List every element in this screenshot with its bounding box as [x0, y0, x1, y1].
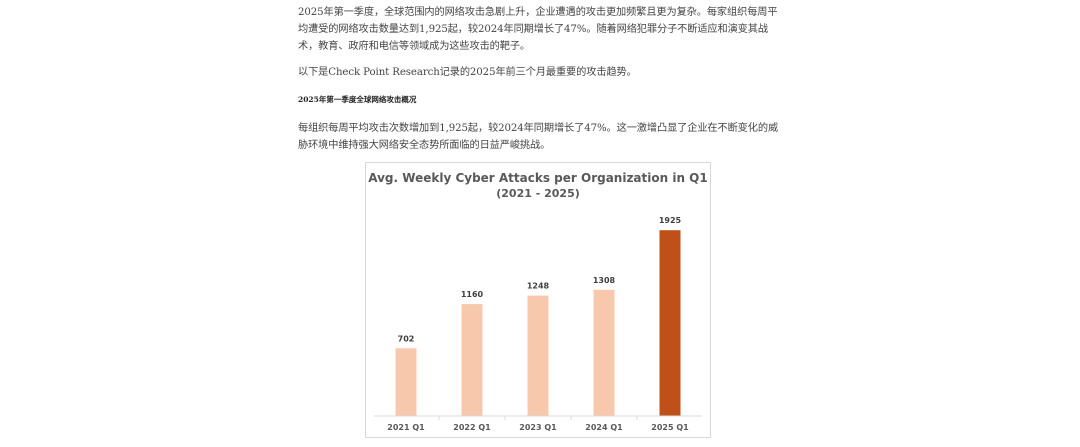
- research-paragraph: 以下是Check Point Research记录的2025年前三个月最重要的攻…: [298, 67, 637, 78]
- x-tick-label: 2021 Q1: [387, 423, 425, 432]
- bar-value-label: 1160: [461, 290, 484, 299]
- section-heading: 2025年第一季度全球网络攻击概况: [298, 95, 417, 104]
- chart-title: Avg. Weekly Cyber Attacks per Organizati…: [368, 171, 707, 185]
- attacks-bar-chart: Avg. Weekly Cyber Attacks per Organizati…: [365, 162, 711, 438]
- x-tick-label: 2022 Q1: [453, 423, 491, 432]
- bar-2024-q1: [593, 289, 615, 416]
- x-tick-label: 2025 Q1: [651, 423, 689, 432]
- x-tick-label: 2023 Q1: [519, 423, 557, 432]
- x-tick-label: 2024 Q1: [585, 423, 623, 432]
- chart-subtitle: (2021 - 2025): [496, 187, 580, 200]
- bar-value-label: 1308: [593, 276, 616, 285]
- bar-value-label: 1925: [659, 216, 682, 225]
- bar-2023-q1: [527, 295, 549, 416]
- bar-2021-q1: [395, 348, 417, 416]
- bar-2022-q1: [461, 304, 483, 416]
- summary-paragraph: 每组织每周平均攻击次数增加到1,925起，较2024年同期增长了47%。这一激增…: [298, 123, 779, 151]
- intro-paragraph: 2025年第一季度，全球范围内的网络攻击急剧上升，企业遭遇的攻击更加频繁且更为复…: [298, 7, 778, 52]
- bar-value-label: 702: [398, 334, 415, 343]
- bar-2025-q1: [659, 230, 681, 416]
- chart-canvas: Avg. Weekly Cyber Attacks per Organizati…: [368, 171, 707, 432]
- bar-value-label: 1248: [527, 282, 550, 291]
